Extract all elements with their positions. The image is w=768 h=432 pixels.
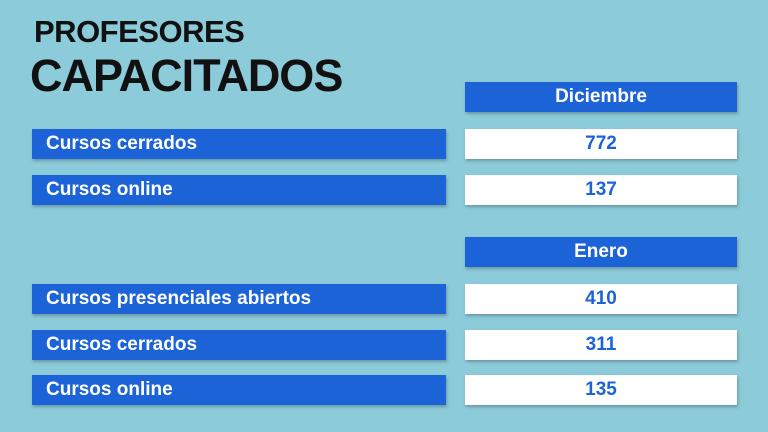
row-value: 137 xyxy=(465,175,737,205)
row-label: Cursos online xyxy=(32,375,446,405)
row-label: Cursos cerrados xyxy=(32,330,446,360)
row-value: 772 xyxy=(465,129,737,159)
row-value: 311 xyxy=(465,330,737,360)
row-value: 135 xyxy=(465,375,737,405)
month-header-diciembre: Diciembre xyxy=(465,82,737,112)
row-label: Cursos presenciales abiertos xyxy=(32,284,446,314)
month-header-enero: Enero xyxy=(465,237,737,267)
row-value: 410 xyxy=(465,284,737,314)
title-line-1: PROFESORES xyxy=(34,14,245,49)
title-line-2: CAPACITADOS xyxy=(30,50,343,101)
row-label: Cursos cerrados xyxy=(32,129,446,159)
row-label: Cursos online xyxy=(32,175,446,205)
